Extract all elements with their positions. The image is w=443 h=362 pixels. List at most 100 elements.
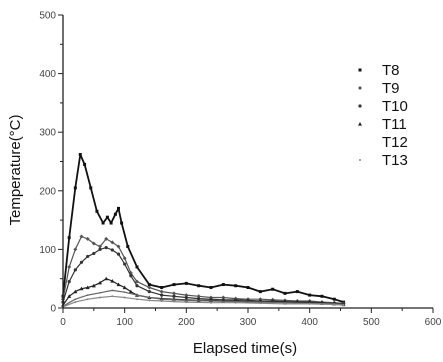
legend-item-T8: T8 [358, 62, 400, 79]
series-T11-point [116, 282, 121, 287]
series-T11-point [85, 285, 90, 290]
series-T12-line [62, 289, 344, 307]
series-T10-point [135, 284, 139, 288]
series-T10-point [172, 294, 176, 298]
legend-label: T12 [382, 134, 408, 151]
series-T13-point [99, 296, 101, 299]
legend-label: T11 [382, 116, 407, 133]
series-T11-point [91, 283, 96, 288]
series-T9-point [147, 285, 152, 290]
series-T10-point [104, 246, 108, 250]
series-T11-point [67, 294, 72, 298]
series-T10-point [129, 274, 133, 278]
series-T12-point [148, 296, 151, 299]
series-T12-point [160, 298, 163, 301]
x-tick-label: 0 [60, 317, 66, 328]
series-T13-point [173, 300, 175, 303]
series-T10-point [73, 268, 77, 272]
series-T8-point [184, 281, 188, 285]
legend-item-T9: T9 [358, 80, 400, 97]
x-tick-label: 200 [178, 317, 195, 328]
series-T13-line [62, 295, 344, 308]
legend-label: T8 [382, 62, 400, 79]
series-T13-point [74, 301, 77, 304]
series-T10-point [110, 248, 114, 252]
series-T8-point [283, 291, 287, 295]
series-T12-point [99, 291, 101, 294]
series-T11-point [79, 286, 84, 291]
series-T8-point [147, 283, 151, 287]
series-T8-point [120, 221, 124, 225]
series-T8-point [234, 284, 238, 288]
x-tick-label: 100 [116, 317, 133, 328]
series-T11-point [98, 280, 102, 285]
series-T13-point [210, 301, 212, 304]
series-T8-point [246, 285, 250, 289]
axes-layer: 0 100 200 300 400 500 600 0 100 200 300 400 500 [39, 11, 441, 329]
y-tick-label: 200 [39, 186, 56, 197]
series-T8-point [78, 152, 82, 156]
series-T13-point [148, 299, 151, 302]
series-T9 [61, 234, 346, 306]
series-T11-point [110, 279, 115, 283]
series-T9-point [110, 240, 115, 245]
series-T11-point [358, 122, 362, 126]
series-T8-point [320, 294, 324, 298]
series-T10-point [79, 260, 84, 264]
series-T13-point [185, 301, 188, 304]
series-T13-point [359, 159, 361, 161]
x-axis-title: Elapsed time(s) [193, 340, 297, 357]
series-T9-point [184, 293, 189, 298]
series-T9-point [196, 294, 201, 299]
series-T12-point [173, 298, 175, 301]
series-T10-point [184, 295, 188, 300]
series-T13-point [333, 303, 336, 306]
series-T13-point [136, 298, 138, 301]
series-T10-point [116, 252, 121, 256]
series-T11-point [73, 289, 78, 294]
series-T8-point [113, 212, 117, 216]
series-T9-point [135, 279, 139, 284]
series-T8-point [135, 265, 139, 269]
series-T11-point [104, 276, 109, 281]
y-tick-label: 0 [50, 304, 56, 315]
series-T8-point [358, 68, 362, 72]
series-T9-point [85, 236, 90, 241]
series-T8-point [197, 284, 201, 288]
series-T12-point [111, 289, 114, 292]
series-T9-point [122, 256, 127, 261]
legend-item-T13: T13 [359, 152, 408, 169]
series-T8-point [271, 287, 275, 291]
series-T9-point [159, 289, 164, 294]
x-tick-label: 300 [240, 317, 257, 328]
series-T9-point [67, 264, 72, 269]
legend-item-T10: T10 [358, 98, 408, 115]
series-T8-point [126, 244, 130, 248]
series-T8-point [89, 186, 93, 190]
series-T9-point [358, 86, 362, 90]
series-T10-point [86, 254, 90, 259]
x-tick-label: 400 [301, 317, 318, 328]
series-T8-point [258, 290, 262, 294]
series-T8-point [117, 206, 120, 210]
series-T12-point [185, 299, 188, 302]
series-T9-point [79, 234, 84, 239]
series-T8-point [109, 221, 113, 225]
series-T8-point [105, 215, 109, 219]
series-T13-point [259, 302, 262, 305]
legend-label: T10 [382, 98, 408, 115]
series-T12-point [123, 291, 126, 293]
series-layer [61, 152, 346, 308]
series-T13-point [234, 301, 237, 304]
y-axis-title: Temperature(°C) [7, 114, 24, 225]
series-T8-point [83, 162, 87, 166]
series-T8-line [62, 153, 344, 303]
series-T8-point [221, 283, 225, 287]
series-T13-point [284, 302, 286, 305]
series-T10-point [67, 280, 71, 284]
series-T9-point [98, 244, 102, 249]
y-tick-label: 400 [39, 69, 56, 80]
series-T12-point [74, 298, 77, 301]
